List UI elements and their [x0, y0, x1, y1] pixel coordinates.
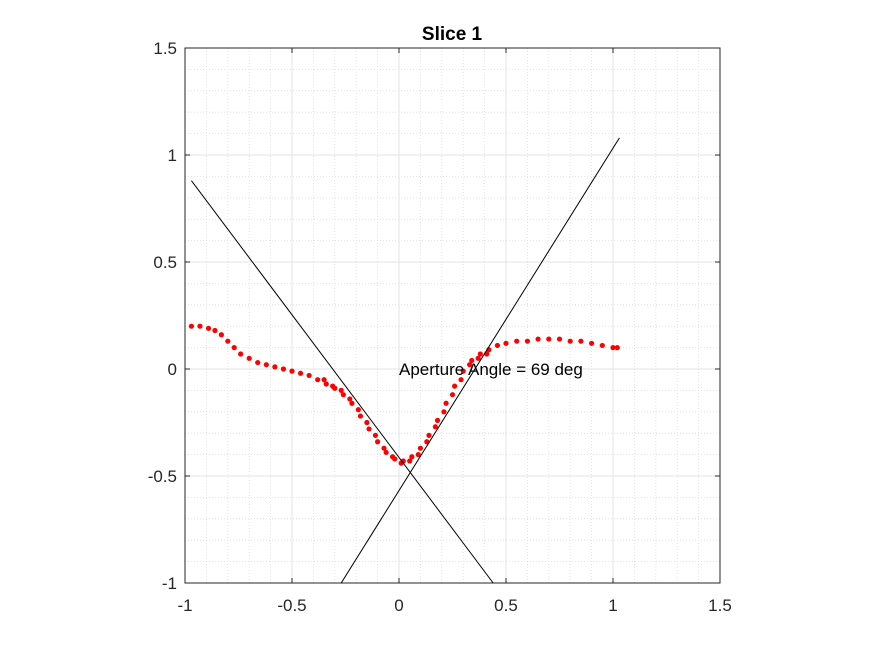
y-tick-label: 1.5 — [153, 39, 177, 58]
y-tick-label: -0.5 — [148, 467, 177, 486]
data-point — [225, 338, 231, 344]
data-point — [441, 409, 447, 415]
x-tick-label: 1 — [608, 596, 617, 615]
data-point — [535, 336, 541, 342]
data-point — [449, 392, 456, 398]
data-point — [610, 345, 616, 351]
data-point — [357, 413, 364, 419]
x-tick-label: -1 — [177, 596, 192, 615]
data-point — [477, 351, 483, 357]
data-point — [297, 370, 304, 376]
data-point — [188, 323, 195, 329]
data-point — [375, 439, 381, 445]
data-point — [426, 432, 432, 438]
y-tick-label: -1 — [162, 574, 177, 593]
data-point — [578, 338, 584, 344]
data-point — [364, 419, 370, 426]
data-point — [330, 383, 336, 389]
data-point — [389, 454, 396, 460]
data-point — [197, 323, 203, 329]
data-point — [452, 383, 458, 389]
data-point — [434, 417, 441, 423]
data-point — [255, 359, 261, 366]
data-point — [340, 392, 346, 398]
data-point — [347, 396, 353, 402]
data-point — [372, 432, 379, 438]
data-point — [514, 338, 520, 344]
data-point — [432, 424, 438, 430]
data-point — [280, 366, 287, 372]
x-tick-label: -0.5 — [277, 596, 306, 615]
data-point — [409, 454, 415, 460]
data-point — [272, 364, 278, 370]
data-point — [238, 351, 244, 357]
data-point — [306, 372, 312, 379]
plot-area: -1 -0.5 0 0.5 1 1.5 -1 -0.5 0 0.5 1 1.5 Aperture Ang… — [148, 39, 732, 615]
data-point — [315, 377, 321, 383]
data-point — [366, 426, 372, 432]
data-point — [205, 325, 212, 331]
data-point — [494, 342, 501, 349]
data-point — [524, 338, 531, 344]
data-point — [212, 327, 218, 334]
fit-line — [340, 137, 620, 584]
y-tick-label: 1 — [168, 146, 177, 165]
data-point — [567, 338, 573, 344]
data-point — [349, 400, 355, 406]
x-tick-label: 0 — [394, 596, 403, 615]
y-tick-label: 0 — [168, 360, 177, 379]
data-point — [467, 362, 473, 368]
data-point — [407, 458, 413, 464]
data-point — [415, 452, 421, 458]
data-point — [460, 368, 466, 374]
data-point — [556, 336, 563, 342]
x-tick-label: 1.5 — [708, 596, 732, 615]
data-point — [503, 340, 509, 346]
data-point — [475, 355, 481, 361]
data-point — [469, 357, 475, 364]
data-point — [263, 362, 269, 368]
data-point — [546, 336, 552, 342]
chart-title: Slice 1 — [422, 24, 483, 45]
data-point — [599, 342, 605, 349]
data-point — [323, 381, 329, 387]
y-tick-label: 0.5 — [153, 253, 177, 272]
data-point — [355, 407, 361, 413]
fit-line — [191, 180, 494, 584]
data-point — [321, 377, 327, 383]
data-point — [383, 449, 389, 456]
data-point — [381, 445, 387, 451]
data-point — [231, 345, 237, 351]
data-point — [443, 400, 449, 406]
axes-box — [184, 47, 721, 584]
data-point — [458, 377, 464, 383]
data-point — [246, 355, 252, 361]
data-point — [289, 368, 295, 374]
data-point — [338, 387, 344, 393]
data-point — [589, 340, 595, 346]
data-point — [417, 445, 423, 451]
annotation-text: Aperture Angle = 69 deg — [399, 360, 583, 379]
data-point — [218, 332, 224, 338]
data-point — [614, 345, 620, 351]
x-tick-label: 0.5 — [494, 596, 518, 615]
axes-background — [185, 48, 720, 583]
